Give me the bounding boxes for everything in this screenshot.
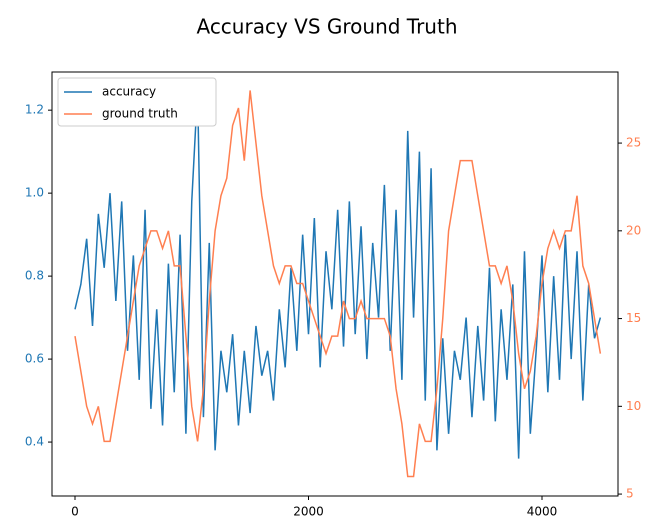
series-line: [74, 90, 602, 478]
y2-tick-label: 10: [626, 399, 641, 413]
y2-tick-label: 20: [626, 223, 641, 237]
y-tick-label: 1.2: [25, 103, 44, 117]
series-line: [74, 89, 602, 459]
chart-title: Accuracy VS Ground Truth: [196, 15, 457, 39]
y-tick-label: 0.8: [25, 269, 44, 283]
x-tick-label: 4000: [527, 505, 558, 519]
y-tick-label: 0.6: [25, 352, 44, 366]
y2-tick-label: 15: [626, 311, 641, 325]
legend-box: [57, 77, 217, 127]
x-tick-label: 2000: [293, 505, 324, 519]
legend-label: ground truth: [102, 107, 178, 121]
legend-label: accuracy: [102, 85, 156, 99]
y-tick-label: 0.4: [25, 435, 44, 449]
y2-tick-label: 5: [626, 487, 634, 501]
plot-frame: [51, 71, 619, 497]
y2-tick-label: 25: [626, 136, 641, 150]
x-tick-label: 0: [71, 505, 79, 519]
y-tick-label: 1.0: [25, 186, 44, 200]
